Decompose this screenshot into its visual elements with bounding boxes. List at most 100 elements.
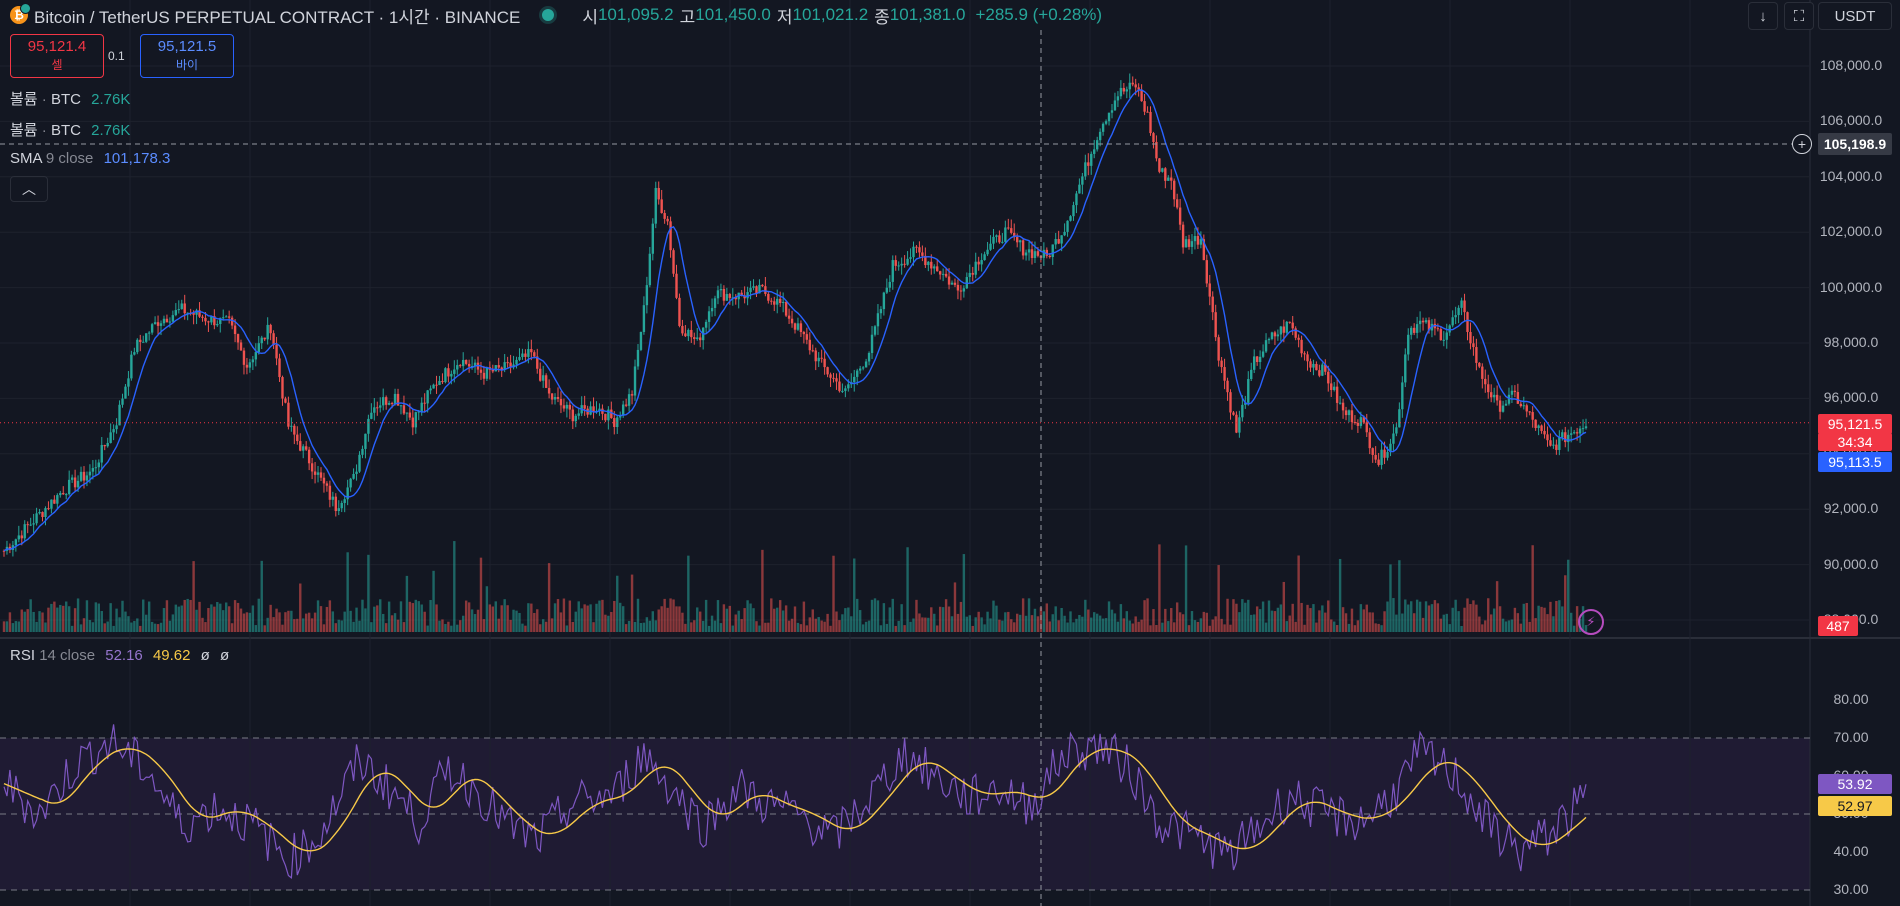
candle-body xyxy=(85,475,89,481)
volume-bar xyxy=(1137,621,1140,632)
symbol-title[interactable]: Bitcoin / TetherUS PERPETUAL CONTRACT · … xyxy=(34,7,521,27)
volume-bar xyxy=(547,563,551,632)
sell-button[interactable]: 95,121.4 셀 xyxy=(10,34,104,78)
volume-bar xyxy=(1353,625,1357,632)
volume-bar xyxy=(91,622,95,632)
volume-bar xyxy=(1093,612,1096,632)
candle-body xyxy=(847,384,850,389)
rsi-legend[interactable]: RSI 14 close 52.16 49.62 ø ø xyxy=(10,647,229,664)
candle-body xyxy=(974,261,977,275)
volume-bar xyxy=(1546,614,1549,632)
candle-body xyxy=(1158,158,1161,172)
volume-bar xyxy=(977,611,980,632)
volume-bar xyxy=(316,600,320,632)
candle-body xyxy=(947,276,951,285)
candle-body xyxy=(906,258,909,265)
volume-bar xyxy=(417,601,420,632)
collapse-legend-button[interactable]: ︿ xyxy=(10,176,48,202)
volume-legend-2[interactable]: 볼륨 · BTC 2.76K xyxy=(10,119,130,140)
volume-bar xyxy=(512,609,515,632)
candle-body xyxy=(808,339,812,351)
volume-bar xyxy=(1060,607,1063,632)
candle-body xyxy=(109,432,112,443)
volume-bar xyxy=(870,599,874,632)
lightning-icon[interactable]: ⚡ xyxy=(1578,609,1604,635)
candle-body xyxy=(1288,321,1291,323)
candle-body xyxy=(977,261,980,265)
volume-bar xyxy=(145,614,148,632)
volume-bar xyxy=(319,606,323,632)
candle-body xyxy=(1377,459,1380,465)
candle-body xyxy=(648,253,652,286)
candle-body xyxy=(322,477,326,484)
candle-body xyxy=(145,333,148,342)
candle-body xyxy=(331,496,335,500)
currency-selector[interactable]: USDT xyxy=(1818,2,1892,30)
volume-bar xyxy=(313,612,317,632)
volume-bar xyxy=(1181,614,1185,632)
candle-body xyxy=(1356,422,1360,426)
candle-body xyxy=(1427,320,1431,331)
candle-body xyxy=(621,404,625,416)
candle-body xyxy=(236,334,240,343)
buy-button[interactable]: 95,121.5 바이 xyxy=(140,34,234,78)
volume-bar xyxy=(826,613,829,632)
candle-body xyxy=(346,487,349,500)
candle-body xyxy=(1469,331,1472,344)
volume-bar xyxy=(888,607,892,632)
arrow-down-button[interactable]: ↓ xyxy=(1748,2,1778,30)
volume-bar xyxy=(1484,620,1487,632)
buy-price: 95,121.5 xyxy=(157,38,217,55)
candle-body xyxy=(938,271,942,275)
volume-bar xyxy=(838,620,841,632)
candle-body xyxy=(512,364,515,368)
candle-body xyxy=(1525,405,1528,412)
volume-bar xyxy=(1175,602,1179,632)
volume-bar xyxy=(325,606,329,632)
candle-body xyxy=(962,288,966,292)
candle-body xyxy=(870,334,874,354)
candle-body xyxy=(924,255,927,266)
add-alert-plus-icon[interactable]: + xyxy=(1792,134,1812,154)
candle-body xyxy=(956,284,960,291)
fullscreen-button[interactable]: ⛶ xyxy=(1784,2,1814,30)
volume-bar xyxy=(420,604,423,632)
volume-bar xyxy=(497,618,500,632)
candle-body xyxy=(1555,444,1558,450)
candle-body xyxy=(1507,394,1511,404)
volume-bar xyxy=(713,620,717,632)
volume-bar xyxy=(461,615,465,632)
sma-legend[interactable]: SMA 9 close 101,178.3 xyxy=(10,150,170,167)
candle-body xyxy=(568,404,572,410)
candle-body xyxy=(53,499,56,504)
volume-bar xyxy=(752,608,755,632)
volume-bar xyxy=(968,615,971,632)
candle-body xyxy=(654,187,657,224)
candle-body xyxy=(112,429,115,433)
candle-body xyxy=(14,539,18,546)
candle-body xyxy=(349,478,352,488)
candle-body xyxy=(1448,325,1451,333)
candle-body xyxy=(1492,394,1496,398)
candle-body xyxy=(995,235,998,237)
candle-body xyxy=(1522,405,1525,407)
volume-bar xyxy=(1359,604,1363,632)
candle-body xyxy=(1407,334,1410,355)
rsi-value: 52.16 xyxy=(105,647,143,664)
candle-body xyxy=(639,331,643,350)
volume-bar xyxy=(1516,613,1520,632)
candle-body xyxy=(1223,367,1226,381)
volume-bar xyxy=(1501,618,1505,632)
candle-body xyxy=(645,285,649,306)
candle-body xyxy=(980,260,983,265)
volume-legend-1[interactable]: 볼륨 · BTC 2.76K xyxy=(10,88,130,109)
price-grid xyxy=(0,0,1810,906)
candle-body xyxy=(485,367,489,379)
volume-bar xyxy=(355,607,358,632)
volume-bar xyxy=(1410,601,1413,632)
candle-body xyxy=(811,350,814,352)
volume-bar xyxy=(814,618,817,632)
volume-bar xyxy=(358,620,361,632)
volume-bar xyxy=(1030,615,1034,632)
